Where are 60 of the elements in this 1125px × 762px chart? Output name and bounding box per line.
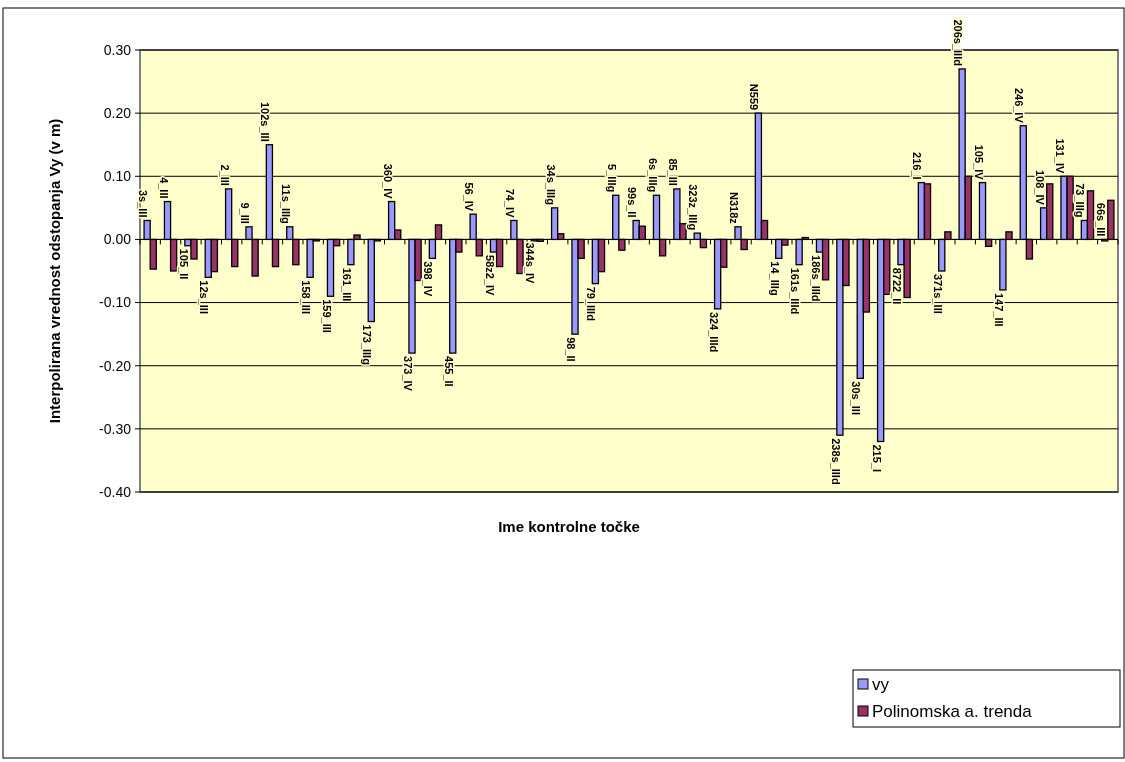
x-tick-label: 105_IV (972, 144, 985, 181)
x-tick-label: 14_IIIg (768, 261, 781, 296)
x-tick-label: 186s_IIId (809, 255, 822, 302)
y-tick-label: 0.10 (103, 168, 132, 185)
x-tick-label: 238s_IIId (829, 438, 842, 485)
x-tick-label: 371s_III (931, 274, 944, 314)
y-tick-label: -0.20 (99, 357, 132, 374)
x-tick-label: 66s_III (1094, 202, 1107, 237)
y-tick-label: -0.40 (99, 483, 132, 500)
x-tick-label: 324_IIId (707, 311, 720, 353)
x-tick-label: 159_III (320, 299, 333, 333)
x-tick-label: 99s_II (626, 186, 639, 218)
x-tick-label: 3s_III (137, 189, 150, 218)
x-tick-label: N318z (728, 192, 741, 225)
x-tick-label: 323z_IIIg (687, 184, 700, 231)
x-axis-title: Ime kontrolne točke (498, 518, 640, 535)
x-tick-label: 12s_III (198, 280, 211, 314)
x-tick-label: 398_IV (422, 261, 435, 297)
x-tick-label: 215_I (870, 444, 883, 473)
x-tick-label: 161_III (340, 267, 353, 302)
x-tick-label: 74_IV (503, 188, 516, 219)
y-tick-label: -0.10 (99, 294, 132, 311)
x-tick-label: N559 (748, 83, 761, 111)
x-tick-label: 108_IV (1033, 169, 1046, 206)
x-tick-label: 8722_II (891, 267, 904, 305)
y-tick-label: 0.30 (103, 41, 132, 58)
x-tick-label: 85_III (666, 158, 679, 186)
x-tick-label: 344s_IV (524, 242, 537, 285)
x-tick-label: 2_III (218, 164, 231, 186)
x-tick-label: 98_II (565, 337, 578, 362)
x-tick-label: 6s_IIIg (646, 157, 659, 193)
x-tick-label: 58z2_IV (483, 255, 496, 297)
x-tick-label: 73_IIIg (1074, 183, 1087, 218)
x-tick-label: 216_I (911, 152, 924, 180)
x-tick-label: 11s_IIIg (279, 184, 292, 224)
y-axis-title: Interpolirana vrednost odstopanja Vy (v m) (46, 118, 63, 424)
x-tick-label: 131_IV (1054, 138, 1067, 174)
x-tick-label: 5_IIIg (605, 164, 618, 193)
x-tick-label: 455_II (442, 356, 455, 387)
x-tick-label: 79_IIId (585, 286, 598, 321)
y-tick-label: -0.30 (99, 420, 132, 437)
x-tick-label: 147_III (992, 292, 1005, 327)
x-tick-label: 9_III (239, 202, 252, 224)
x-tick-label: 206s_IIId (952, 19, 965, 66)
x-tick-label: 158_III (300, 280, 313, 314)
x-tick-label: 56_IV (463, 182, 476, 212)
x-tick-label: 173_IIIg (361, 324, 374, 365)
x-tick-label: 102s_III (259, 101, 272, 142)
x-tick-label: 246_IV (1013, 87, 1026, 124)
x-tick-label: 34s_IIIg (544, 164, 557, 205)
legend-label: Polinomska a. trenda (872, 701, 1033, 721)
x-tick-label: 360_IV (381, 163, 394, 200)
x-tick-label: 105_II (177, 248, 190, 280)
x-tick-label: 373_IV (402, 356, 415, 392)
y-tick-label: 0.00 (103, 231, 132, 248)
y-tick-label: 0.20 (103, 105, 132, 122)
x-tick-label: 30s_III (850, 381, 863, 415)
legend-label: vy (872, 674, 890, 694)
x-tick-label: 161s_IIId (789, 267, 802, 315)
x-tick-label: 4_III (157, 177, 170, 199)
